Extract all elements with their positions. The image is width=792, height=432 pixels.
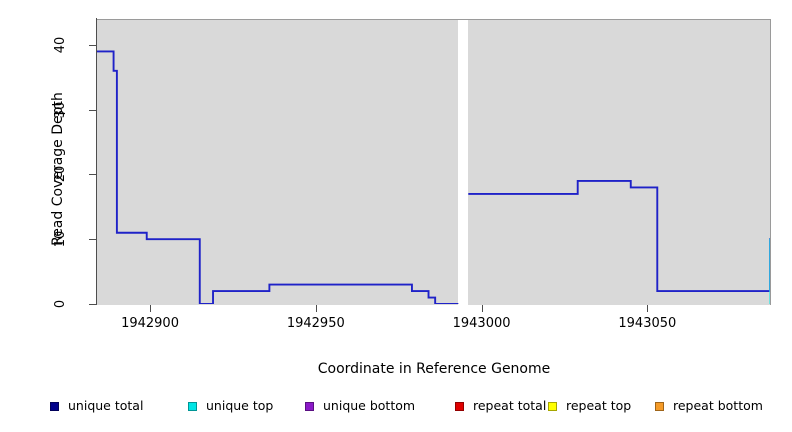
legend-item-unique-total[interactable]: unique total [50, 396, 143, 416]
legend-item-repeat-total[interactable]: repeat total [455, 396, 546, 416]
y-tick-mark [89, 174, 96, 176]
x-tick-label: 1943050 [618, 316, 677, 331]
y-tick-label: 20 [53, 166, 68, 183]
y-tick-label: 40 [53, 36, 68, 54]
legend-label: unique total [68, 398, 144, 413]
x-axis-title: Coordinate in Reference Genome [317, 361, 551, 377]
x-tick-mark [647, 305, 649, 312]
legend-label: unique bottom [323, 398, 416, 413]
legend-swatch-icon [305, 401, 314, 411]
x-tick-mark [481, 305, 483, 312]
legend-swatch-icon [188, 401, 197, 411]
legend-swatch-icon [548, 401, 557, 411]
y-tick-label: 10 [53, 230, 68, 248]
x-tick-label: 1942900 [121, 316, 179, 331]
coverage-gap-band [458, 20, 469, 305]
y-tick-mark [89, 109, 96, 111]
y-axis-line [96, 18, 97, 305]
legend-label: repeat bottom [673, 398, 763, 413]
legend-label: repeat total [473, 398, 547, 413]
x-tick-label: 1942950 [286, 316, 345, 331]
series-line-unique-total [97, 51, 458, 304]
legend-swatch-icon [50, 401, 59, 411]
plot-area [97, 19, 771, 305]
legend-item-unique-top[interactable]: unique top [188, 396, 273, 416]
y-tick-mark [89, 304, 96, 305]
legend-item-repeat-bottom[interactable]: repeat bottom [655, 396, 763, 416]
y-tick-mark [89, 44, 96, 46]
x-tick-label: 1943000 [452, 316, 511, 331]
legend-label: repeat top [566, 398, 632, 413]
x-tick-mark [315, 305, 317, 312]
legend-swatch-icon [655, 401, 664, 411]
chart-legend: unique total unique top unique bottom repea… [0, 396, 792, 420]
legend-swatch-icon [455, 401, 464, 411]
legend-label: unique top [206, 398, 274, 413]
y-tick-mark [89, 239, 96, 241]
legend-item-repeat-top[interactable]: repeat top [548, 396, 631, 416]
y-tick-label: 30 [53, 101, 68, 118]
x-tick-mark [150, 305, 152, 312]
series-line-unique-total [468, 90, 770, 291]
legend-item-unique-bottom[interactable]: unique bottom [305, 396, 415, 416]
y-tick-label: 0 [53, 299, 68, 309]
series-layer [97, 19, 770, 304]
